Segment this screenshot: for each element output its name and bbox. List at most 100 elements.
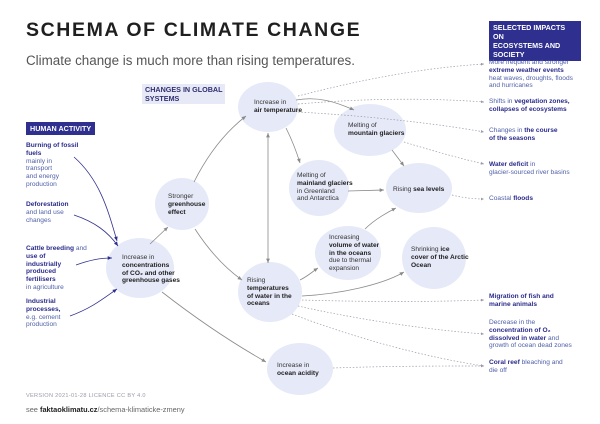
changes-header-line2: SYSTEMS xyxy=(145,94,180,103)
impact-migration-b1: Migration of fish and xyxy=(489,293,554,300)
node-ocean-acidity: Increase in ocean acidity xyxy=(277,362,319,378)
human-item-fossil-fuels: Burning of fossil fuels mainly in transp… xyxy=(26,142,96,189)
arrow-greenhouse-air xyxy=(193,115,247,183)
node-ice-cover: Shrinking ice cover of the Arctic Ocean xyxy=(411,246,469,269)
deforestation-rest-2: changes xyxy=(26,216,51,224)
source-link-path[interactable]: /schema-klimaticke-zmeny xyxy=(97,405,185,414)
cattle-label-2: use of xyxy=(26,252,46,260)
impact-coral-a1: bleaching and xyxy=(521,359,563,366)
deforestation-label: Deforestation xyxy=(26,201,69,208)
node-air-temperature: Increase in air temperature xyxy=(254,99,302,115)
fossil-label-2: fuels xyxy=(26,149,42,157)
impacts-header-line1: SELECTED IMPACTS ON xyxy=(493,23,566,41)
impact-migration-b2: marine animals xyxy=(489,300,538,308)
greenhouse-b2: effect xyxy=(168,208,186,216)
arrow-conc-greenhouse xyxy=(149,226,169,245)
water-temp-b3: oceans xyxy=(247,300,270,308)
impact-water-b1: Water deficit xyxy=(489,161,529,168)
changes-header-line1: CHANGES IN GLOBAL xyxy=(145,85,223,94)
fossil-rest-3: and energy xyxy=(26,173,59,181)
sea-levels-b1: sea levels xyxy=(413,186,445,193)
industrial-rest-1: e.g. cement xyxy=(26,313,61,321)
dot-water-coral xyxy=(291,313,485,367)
dot-water-migration xyxy=(301,298,485,302)
impact-oxygen-b2: dissolved in water xyxy=(489,334,547,342)
node-ocean-volume: Increasing volume of water in the oceans… xyxy=(329,234,379,273)
ice-b3: Ocean xyxy=(411,261,432,269)
volume-r1: due to thermal xyxy=(329,257,372,265)
arrow-water-ice xyxy=(301,271,405,297)
node-mainland-glaciers: Melting of mainland glaciers in Greenlan… xyxy=(297,172,353,203)
dot-acidity-coral xyxy=(332,364,485,369)
water-temp-b2: of water in the xyxy=(247,292,292,300)
node-blob-concentrations xyxy=(106,238,174,298)
industrial-rest-2: production xyxy=(26,321,57,329)
impact-seasons-a1: Changes in xyxy=(489,127,523,134)
human-activity-header: HUMAN ACTIVITY xyxy=(26,122,96,135)
mainland-r1: in Greenland xyxy=(297,187,335,195)
impact-coral-a2: die off xyxy=(489,366,507,374)
impact-oxygen: Decrease in the concentration of O₂ diss… xyxy=(489,319,589,350)
acidity-l1: Increase in xyxy=(277,362,310,369)
source-link-domain[interactable]: faktaoklimatu.cz xyxy=(39,405,98,414)
mainland-r2: and Antarctica xyxy=(297,195,339,203)
human-item-deforestation: Deforestation and land use changes xyxy=(26,201,96,224)
cattle-label-1: Cattle breeding xyxy=(26,245,74,252)
dot-mountain-water xyxy=(403,141,485,165)
node-concentrations: Increase in concentrations of CO₂ and ot… xyxy=(122,254,180,285)
impact-floods-a1: Coastal xyxy=(489,195,512,202)
impact-oxygen-a3: growth of ocean dead zones xyxy=(489,342,572,350)
mountain-b1: mountain glaciers xyxy=(348,129,405,137)
dot-water-oxygen xyxy=(297,305,485,336)
page-title: SCHEMA OF CLIMATE CHANGE xyxy=(26,19,362,41)
node-water-temperature: Rising temperatures of water in the ocea… xyxy=(247,277,292,308)
node-blob-greenhouse xyxy=(155,178,209,230)
fossil-rest-4: production xyxy=(26,180,57,188)
version-label: VERSION 2021-01-28 LICENCE CC BY 4.0 xyxy=(26,393,146,399)
impact-seasons-b1: the course xyxy=(524,127,558,134)
impact-migration: Migration of fish and marine animals xyxy=(489,293,589,309)
impact-extreme-b1: extreme weather events xyxy=(489,66,564,74)
impacts-header: SELECTED IMPACTS ON ECOSYSTEMS AND SOCIE… xyxy=(489,21,581,61)
arrow-volume-sea xyxy=(364,207,397,230)
sea-levels-l1: Rising xyxy=(393,186,412,193)
concentrations-l1: Increase in xyxy=(122,254,155,261)
impact-water-deficit: Water deficit in glacier-sourced river b… xyxy=(489,161,589,177)
changes-header: CHANGES IN GLOBAL SYSTEMS xyxy=(142,84,226,104)
volume-b2: in the oceans xyxy=(329,249,372,257)
ice-b2: cover of the Arctic xyxy=(411,253,469,261)
cattle-rest-1: in agriculture xyxy=(26,283,64,291)
water-temp-l1: Rising xyxy=(247,277,266,284)
acidity-b1: ocean acidity xyxy=(277,369,319,377)
impact-floods-b1: floods xyxy=(513,195,533,202)
greenhouse-l1: Stronger xyxy=(168,193,194,200)
source-see: see xyxy=(26,405,38,414)
arrow-mountain-sea xyxy=(391,149,405,167)
impact-coastal-floods: Coastal floods xyxy=(489,195,589,203)
human-item-industrial: Industrial processes, e.g. cement produc… xyxy=(26,298,96,329)
node-blob-ocean-acidity xyxy=(267,343,333,395)
volume-l1: Increasing xyxy=(329,234,360,241)
impact-extreme-a2: heat waves, droughts, floods xyxy=(489,74,573,82)
arrow-greenhouse-water xyxy=(194,228,243,281)
node-blob-ice-cover xyxy=(402,227,466,289)
concentrations-b2: of CO₂ and other xyxy=(122,269,175,277)
impacts-header-line2: ECOSYSTEMS AND xyxy=(493,41,561,50)
cattle-label-5: fertilisers xyxy=(26,276,56,284)
volume-b1: volume of water xyxy=(329,241,380,249)
node-blob-water-temperature xyxy=(238,262,302,322)
impact-coral: Coral reef bleaching and die off xyxy=(489,359,589,375)
industrial-label-1: Industrial xyxy=(26,298,56,305)
human-item-cattle: Cattle breeding and use of industrially … xyxy=(26,245,96,292)
arrow-deforestation xyxy=(73,214,119,247)
impact-extreme-weather: More frequent and stronger extreme weath… xyxy=(489,59,589,90)
node-blob-sea-levels xyxy=(386,163,452,213)
air-temp-l1: Increase in xyxy=(254,99,287,106)
impact-seasons: Changes in the course of the seasons xyxy=(489,127,589,143)
impact-vegetation-a1: Shifts in xyxy=(489,98,513,105)
impact-seasons-b2: of the seasons xyxy=(489,134,536,142)
fossil-rest-1: mainly in xyxy=(26,157,53,165)
source-link[interactable]: see faktaoklimatu.cz/schema-klimaticke-z… xyxy=(26,405,185,414)
node-greenhouse: Stronger greenhouse effect xyxy=(168,193,205,216)
